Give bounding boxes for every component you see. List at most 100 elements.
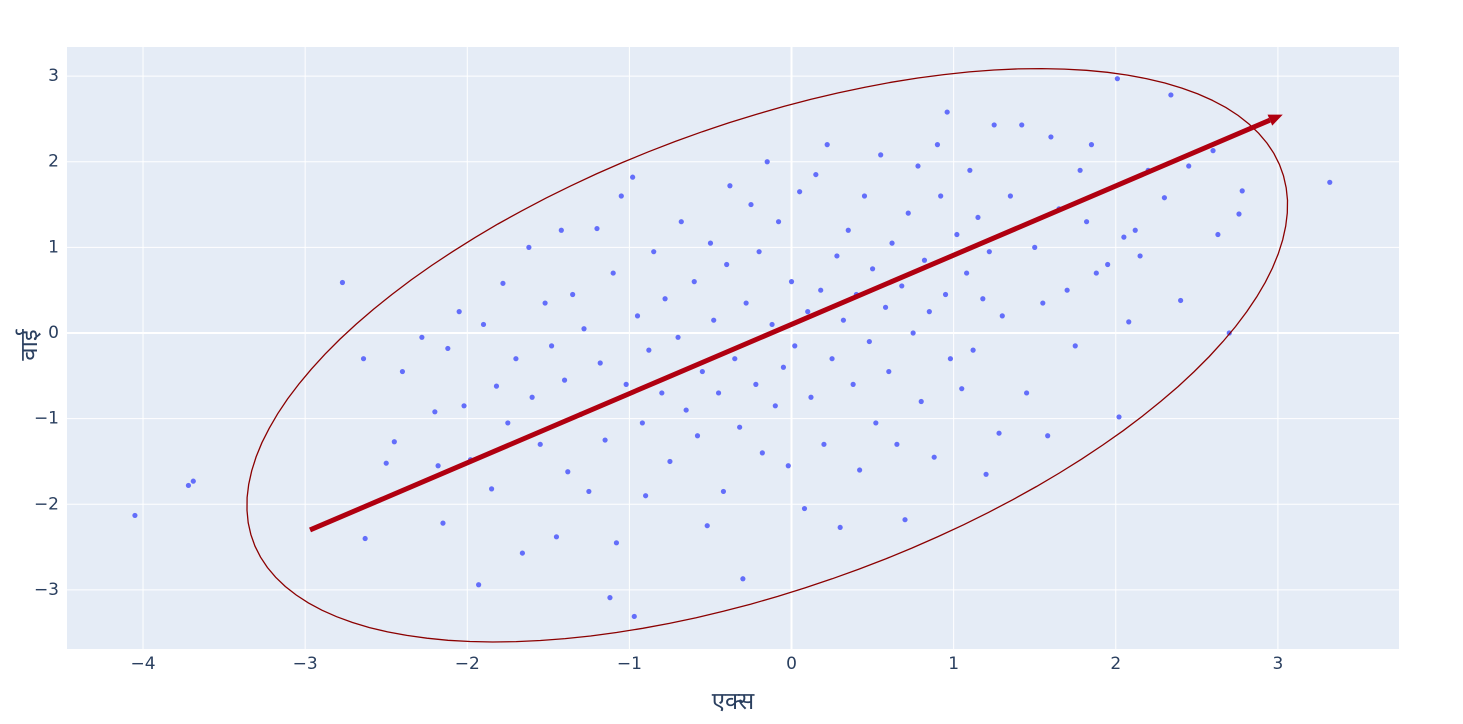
point (1045, 433, 1051, 439)
point (1007, 193, 1013, 199)
point (840, 317, 847, 323)
point (662, 296, 668, 302)
point (869, 266, 876, 272)
point (646, 347, 652, 353)
point (801, 505, 808, 512)
point (383, 460, 389, 466)
point (581, 326, 587, 332)
point (845, 227, 851, 233)
point (829, 356, 835, 362)
point (704, 523, 710, 529)
arrow-head (1267, 114, 1283, 126)
point (740, 576, 746, 582)
point (435, 463, 441, 469)
point (805, 309, 811, 315)
y-tick-label: −3 (34, 580, 59, 600)
point (391, 439, 397, 445)
point (785, 463, 791, 469)
point (926, 309, 932, 315)
point (185, 482, 192, 489)
point (780, 364, 787, 370)
point (975, 214, 981, 221)
point (983, 471, 989, 477)
point (561, 377, 568, 383)
point (1072, 343, 1078, 349)
point (1019, 122, 1025, 128)
point (476, 582, 482, 588)
point (1186, 163, 1192, 169)
point (362, 535, 368, 542)
point (861, 193, 868, 199)
point (967, 167, 973, 173)
point (634, 313, 641, 319)
point (597, 360, 603, 366)
point (1093, 270, 1099, 276)
point (529, 394, 535, 400)
point (542, 300, 548, 306)
point (748, 201, 754, 208)
point (959, 386, 965, 392)
point (1116, 414, 1122, 420)
point (808, 394, 814, 400)
point (526, 244, 532, 250)
point (1210, 148, 1216, 154)
point (419, 334, 425, 340)
point (772, 403, 778, 409)
point (915, 163, 921, 169)
point (934, 142, 941, 148)
point (537, 441, 543, 447)
point (675, 334, 681, 340)
point (570, 291, 576, 298)
point (954, 231, 960, 238)
point (999, 313, 1005, 319)
point (970, 347, 976, 353)
point (1105, 261, 1111, 268)
ellipse (246, 67, 1289, 643)
point (500, 280, 506, 286)
point (1077, 167, 1083, 173)
point (694, 433, 701, 439)
point (630, 174, 636, 180)
y-tick-label: 3 (48, 66, 59, 86)
point (931, 454, 937, 460)
point (1040, 300, 1046, 306)
point (1132, 227, 1138, 233)
point (980, 296, 986, 302)
point (753, 381, 759, 387)
point (1236, 211, 1242, 217)
point (683, 407, 689, 413)
point (792, 343, 798, 349)
point (678, 219, 684, 225)
point (190, 478, 196, 484)
point (440, 520, 446, 526)
point (1064, 287, 1070, 293)
point (1088, 142, 1095, 148)
y-tick-label: 0 (48, 323, 59, 343)
y-axis-title: वाई (15, 328, 43, 361)
point (1114, 76, 1120, 82)
point (788, 279, 795, 285)
point (1168, 92, 1174, 98)
point (1239, 188, 1245, 194)
point (699, 368, 705, 375)
point (488, 486, 495, 492)
point (618, 193, 624, 199)
x-tick-label: 0 (786, 654, 797, 674)
point (899, 283, 905, 289)
point (643, 493, 649, 499)
point (707, 240, 714, 246)
point (602, 437, 608, 443)
point (461, 403, 467, 409)
point (432, 409, 438, 415)
point (921, 257, 928, 263)
point (756, 249, 762, 255)
point (667, 458, 673, 465)
point (715, 390, 722, 396)
point (743, 300, 749, 306)
point (586, 488, 592, 495)
point (764, 159, 770, 165)
point (651, 249, 657, 255)
point (991, 122, 997, 128)
point (558, 227, 564, 233)
